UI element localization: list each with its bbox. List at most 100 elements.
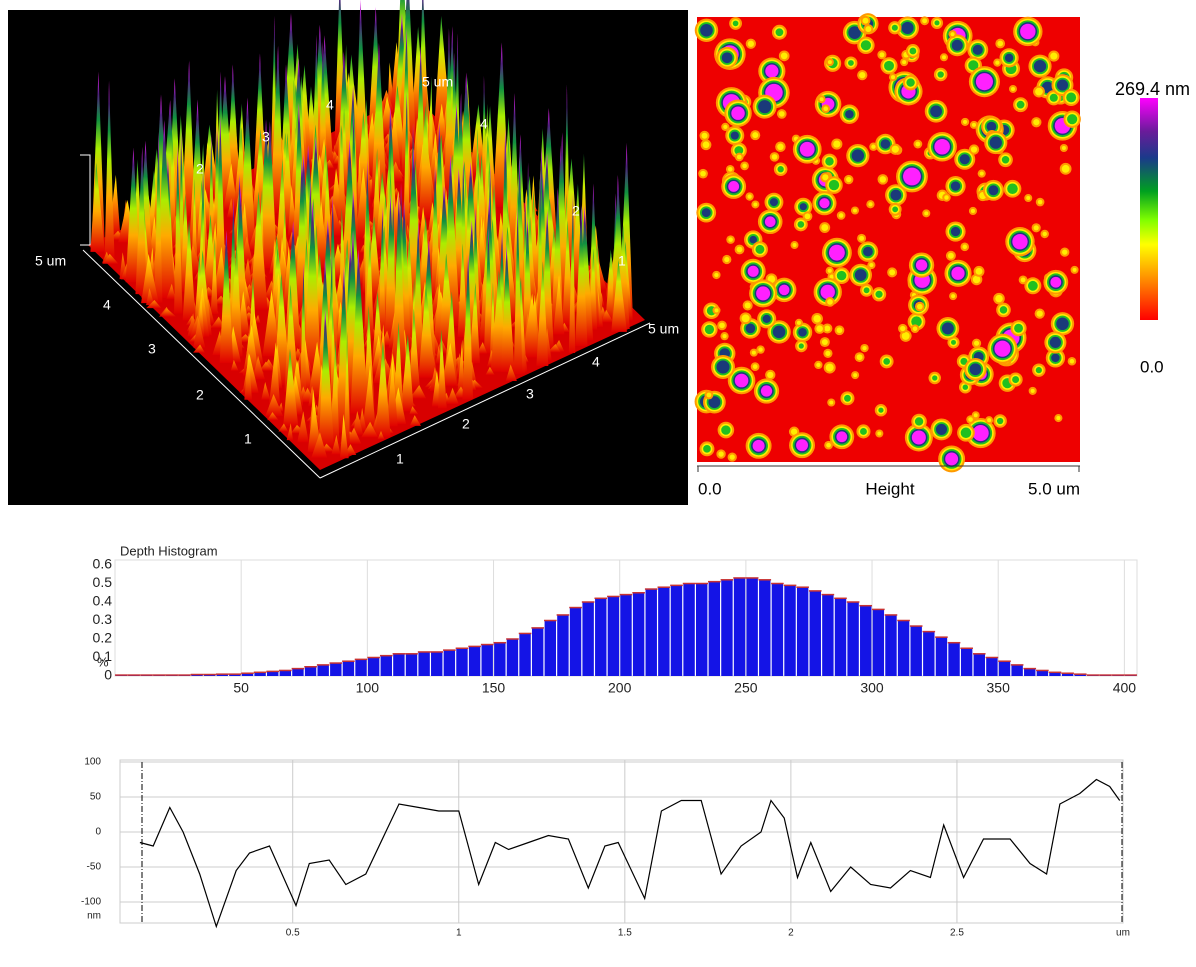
axis-label: 5 um: [422, 74, 453, 90]
axis-label: 2: [196, 161, 204, 177]
height-spot: [1026, 196, 1031, 201]
height-spot: [914, 417, 924, 426]
x-tick-label: 0.5: [286, 928, 300, 939]
height-spot: [819, 97, 824, 102]
bar: [557, 614, 569, 676]
height-spot: [971, 122, 977, 127]
bar: [380, 655, 392, 676]
y-tick-label: 0: [104, 667, 112, 683]
bar: [304, 666, 317, 676]
height-spot: [731, 106, 745, 120]
plot-area: [119, 759, 1124, 924]
height-spot: [1072, 267, 1077, 272]
height-spot: [995, 294, 1003, 303]
height-spot: [891, 24, 898, 31]
height-spot: [1037, 199, 1043, 205]
height-spot: [950, 181, 961, 191]
height-spot: [772, 325, 786, 339]
height-spot: [706, 392, 712, 398]
height-spot: [1056, 79, 1069, 91]
height-spot: [934, 139, 950, 155]
height-spot: [765, 64, 779, 78]
height-spot: [962, 244, 968, 250]
map-x-min: 0.0: [698, 479, 722, 498]
height-spot: [734, 146, 744, 155]
height-spot: [1035, 367, 1042, 374]
surface-spike: [210, 238, 218, 315]
height-spot: [758, 347, 763, 352]
surface-spike: [193, 344, 205, 353]
surface-spike: [513, 207, 523, 374]
surface-spike: [362, 364, 376, 428]
bar: [1061, 673, 1074, 676]
height-spot: [960, 357, 968, 365]
height-spot: [823, 106, 829, 112]
surface-spike: [400, 334, 414, 412]
y-tick-label: 0.3: [93, 611, 113, 627]
height-spot: [1051, 353, 1060, 363]
height-spot: [820, 284, 835, 300]
axis-label: 4: [103, 297, 111, 313]
bar: [355, 659, 367, 676]
height-spot: [903, 167, 921, 186]
bar: [229, 674, 241, 676]
height-spot: [777, 166, 784, 173]
bar: [1074, 674, 1086, 676]
height-spot: [856, 354, 863, 361]
bar: [443, 650, 456, 676]
surface-spike: [270, 45, 285, 214]
surface-spike: [392, 191, 406, 369]
bar: [935, 637, 948, 676]
height-spot: [877, 431, 882, 436]
height-spot: [778, 284, 790, 296]
surface-spike: [483, 228, 494, 354]
height-spot: [719, 322, 725, 329]
surface-spike: [253, 53, 266, 179]
surface-spike: [403, 90, 410, 238]
surface-spike: [125, 147, 141, 283]
height-spot: [947, 252, 954, 259]
height-spot: [1001, 156, 1010, 164]
surface-spike: [219, 230, 234, 363]
height-spot: [752, 364, 758, 369]
height-spot: [968, 60, 979, 71]
height-spot: [862, 17, 869, 24]
height-spot: [1061, 146, 1066, 151]
bar: [1036, 670, 1049, 676]
height-spot: [846, 176, 852, 183]
height-spot: [828, 179, 840, 191]
height-spot: [745, 323, 756, 334]
height-spot: [771, 154, 778, 160]
surface-spike: [146, 288, 155, 306]
y-tick-label: -100: [81, 897, 101, 908]
surface-spike: [375, 341, 391, 437]
height-spot: [829, 400, 834, 405]
height-spot: [860, 428, 867, 435]
surface-spike: [181, 60, 196, 217]
histogram: Depth Histogram 50 100 150 200 250 300 350 400 0.…: [93, 543, 1138, 696]
axis-label: 3: [526, 386, 534, 402]
profile-line: [139, 778, 1121, 929]
height-spot: [845, 109, 854, 119]
surface-spike: [462, 253, 474, 400]
y-tick-label: 0.2: [93, 630, 113, 646]
bar: [468, 646, 481, 676]
x-tick-label: 50: [233, 680, 249, 696]
surface-spike: [284, 221, 301, 351]
x-tick-label: 1: [456, 928, 462, 939]
colorbar: [1140, 98, 1158, 320]
y-tick-label: -50: [87, 862, 102, 873]
axis-label: 1: [396, 451, 404, 467]
x-tick-label: 400: [1113, 680, 1137, 696]
bar: [960, 648, 973, 676]
height-spot: [970, 208, 976, 214]
y-tick-label: 0: [95, 827, 101, 838]
surface-spike: [379, 96, 397, 136]
surface-spike: [476, 342, 488, 354]
surface-spike: [444, 28, 454, 194]
height-spot: [1012, 376, 1020, 384]
surface-spike: [210, 316, 225, 328]
height-spot: [714, 308, 719, 313]
